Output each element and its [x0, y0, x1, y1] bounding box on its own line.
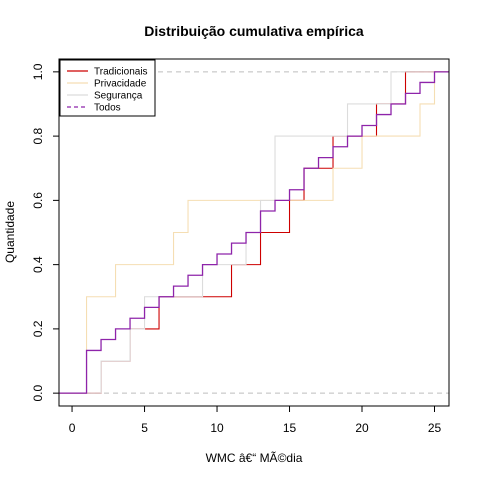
y-tick-label: 0.8: [31, 127, 45, 144]
y-tick-label: 1.0: [31, 63, 45, 80]
x-tick-label: 20: [355, 421, 369, 435]
plot-area: 0 5 10 15 20 25 0.0 0.2 0.4 0.6 0.8 1.0: [31, 58, 450, 435]
x-tick-label: 0: [69, 421, 76, 435]
y-axis-label: Quantidade: [3, 201, 17, 263]
series-line-todos: [59, 71, 449, 394]
y-tick-label: 0.0: [31, 384, 45, 401]
y-tick-label: 0.2: [31, 320, 45, 337]
y-tick-label: 0.4: [31, 256, 45, 273]
legend-label: Tradicionais: [94, 67, 148, 78]
plot-frame: [58, 58, 450, 407]
legend-label: Privacidade: [94, 79, 147, 90]
x-tick-label: 5: [141, 421, 148, 435]
legend-label: Todos: [94, 103, 121, 114]
x-tick-label: 15: [283, 421, 297, 435]
x-tick-label: 25: [428, 421, 442, 435]
x-axis-label: WMC â€“ MÃ©dia: [206, 451, 303, 465]
x-tick-label: 10: [210, 421, 224, 435]
legend-label: Segurança: [94, 91, 143, 102]
chart-title: Distribuição cumulativa empírica: [144, 23, 364, 39]
y-tick-label: 0.6: [31, 192, 45, 209]
